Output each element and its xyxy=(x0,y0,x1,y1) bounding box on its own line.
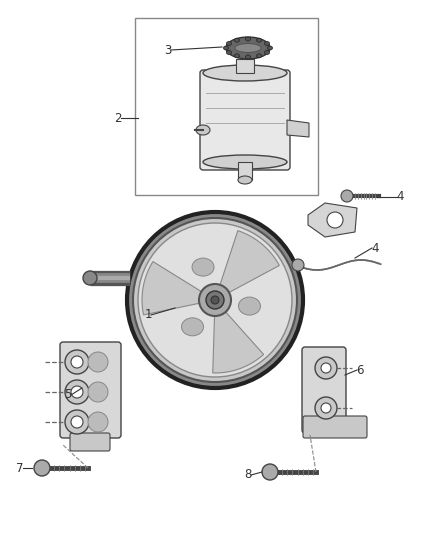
Bar xyxy=(238,162,252,180)
Text: 3: 3 xyxy=(164,44,172,56)
Ellipse shape xyxy=(246,55,251,59)
Ellipse shape xyxy=(265,42,269,45)
FancyBboxPatch shape xyxy=(70,433,110,451)
Ellipse shape xyxy=(203,155,287,169)
Circle shape xyxy=(88,352,108,372)
Circle shape xyxy=(341,190,353,202)
Ellipse shape xyxy=(181,318,204,336)
Circle shape xyxy=(88,412,108,432)
Text: 4: 4 xyxy=(396,190,404,204)
Circle shape xyxy=(71,416,83,428)
Ellipse shape xyxy=(268,46,272,50)
Circle shape xyxy=(88,382,108,402)
Circle shape xyxy=(71,386,83,398)
Polygon shape xyxy=(308,203,357,237)
Text: 1: 1 xyxy=(144,309,152,321)
Ellipse shape xyxy=(246,37,251,41)
Circle shape xyxy=(206,291,224,309)
FancyBboxPatch shape xyxy=(60,342,121,438)
Circle shape xyxy=(292,259,304,271)
Circle shape xyxy=(199,284,231,316)
Ellipse shape xyxy=(196,125,210,135)
Polygon shape xyxy=(287,120,309,137)
Circle shape xyxy=(65,350,89,374)
FancyBboxPatch shape xyxy=(303,416,367,438)
Text: 4: 4 xyxy=(371,241,379,254)
Bar xyxy=(236,59,254,73)
Text: 2: 2 xyxy=(114,111,122,125)
Ellipse shape xyxy=(226,42,231,45)
Circle shape xyxy=(127,212,303,388)
Circle shape xyxy=(327,212,343,228)
Circle shape xyxy=(138,223,292,377)
Polygon shape xyxy=(142,262,202,315)
FancyBboxPatch shape xyxy=(200,70,290,170)
Ellipse shape xyxy=(223,46,229,50)
Ellipse shape xyxy=(238,176,252,184)
Ellipse shape xyxy=(238,297,261,315)
Ellipse shape xyxy=(265,51,269,54)
Circle shape xyxy=(34,460,50,476)
Ellipse shape xyxy=(234,54,240,58)
Text: 8: 8 xyxy=(244,469,252,481)
Circle shape xyxy=(83,271,97,285)
Text: 6: 6 xyxy=(356,364,364,376)
Text: 5: 5 xyxy=(64,389,72,401)
Circle shape xyxy=(211,296,219,304)
Ellipse shape xyxy=(192,258,214,276)
Polygon shape xyxy=(220,231,279,293)
Ellipse shape xyxy=(235,44,261,52)
Circle shape xyxy=(315,357,337,379)
Ellipse shape xyxy=(257,38,261,42)
Circle shape xyxy=(315,397,337,419)
Ellipse shape xyxy=(234,38,240,42)
Circle shape xyxy=(65,410,89,434)
Ellipse shape xyxy=(257,54,261,58)
Polygon shape xyxy=(213,311,264,373)
Circle shape xyxy=(65,380,89,404)
Circle shape xyxy=(71,356,83,368)
Ellipse shape xyxy=(203,65,287,81)
Text: 7: 7 xyxy=(16,462,24,474)
Circle shape xyxy=(321,403,331,413)
Circle shape xyxy=(133,218,297,382)
FancyBboxPatch shape xyxy=(302,347,346,433)
Circle shape xyxy=(321,363,331,373)
Ellipse shape xyxy=(226,51,231,54)
Bar xyxy=(135,18,318,195)
Circle shape xyxy=(262,464,278,480)
Ellipse shape xyxy=(226,37,270,59)
